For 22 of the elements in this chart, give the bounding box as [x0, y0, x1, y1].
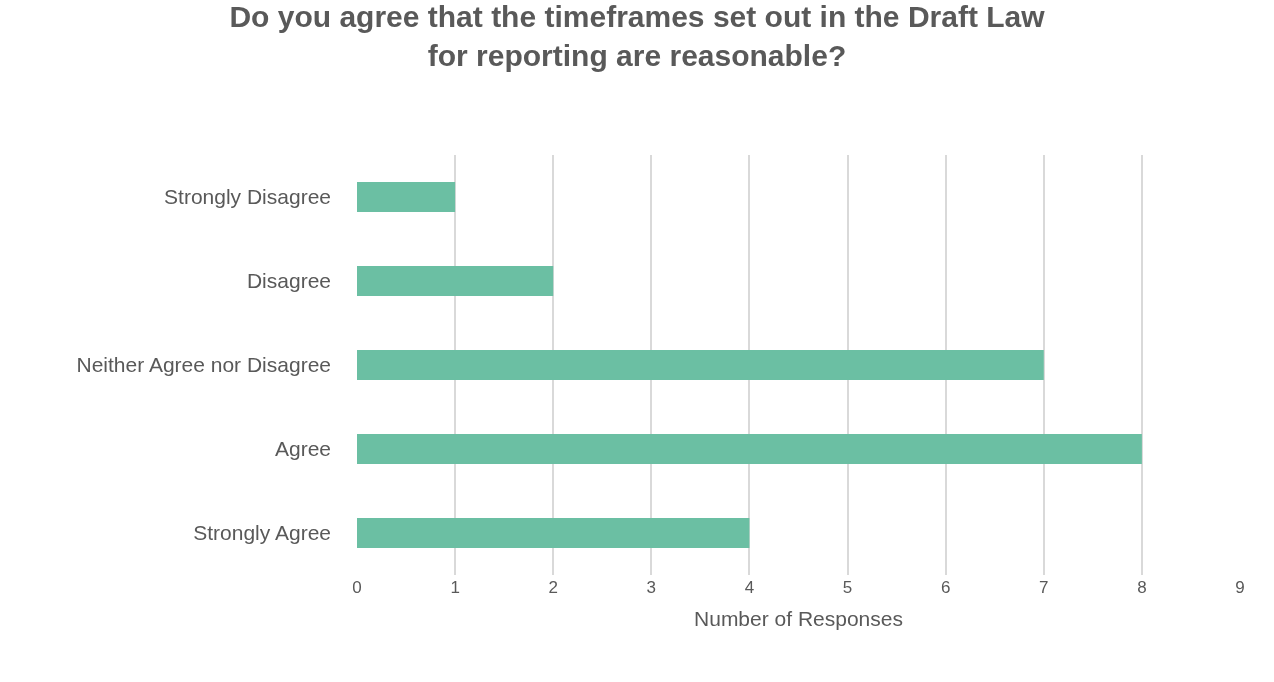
x-tick-label: 9: [1235, 578, 1245, 597]
x-tick-label: 5: [842, 578, 853, 597]
bar: [357, 433, 1142, 465]
bar: [357, 349, 1044, 381]
y-tick-label: Neither Agree nor Disagree: [76, 353, 331, 377]
x-tick-label: 0: [352, 578, 362, 597]
chart-title: Do you agree that the timeframes set out in the Draft Law for reporting are reasonable?: [229, 0, 1046, 73]
x-tick-label: 2: [548, 578, 558, 597]
x-tick-label: 8: [1137, 578, 1147, 597]
x-tick-label: 4: [744, 578, 755, 597]
x-tick-label: 1: [450, 578, 460, 597]
x-axis-title: Number of Responses: [694, 607, 903, 631]
bar: [357, 265, 554, 297]
x-tick-label: 3: [646, 578, 657, 597]
bar: [357, 517, 750, 549]
y-tick-label: Strongly Agree: [193, 521, 331, 545]
bar: [357, 181, 456, 213]
y-tick-label: Agree: [274, 437, 331, 461]
y-tick-label: Strongly Disagree: [164, 185, 331, 209]
y-tick-label: Disagree: [246, 269, 331, 293]
x-tick-label: 7: [1039, 578, 1049, 597]
x-tick-label: 6: [940, 578, 951, 597]
